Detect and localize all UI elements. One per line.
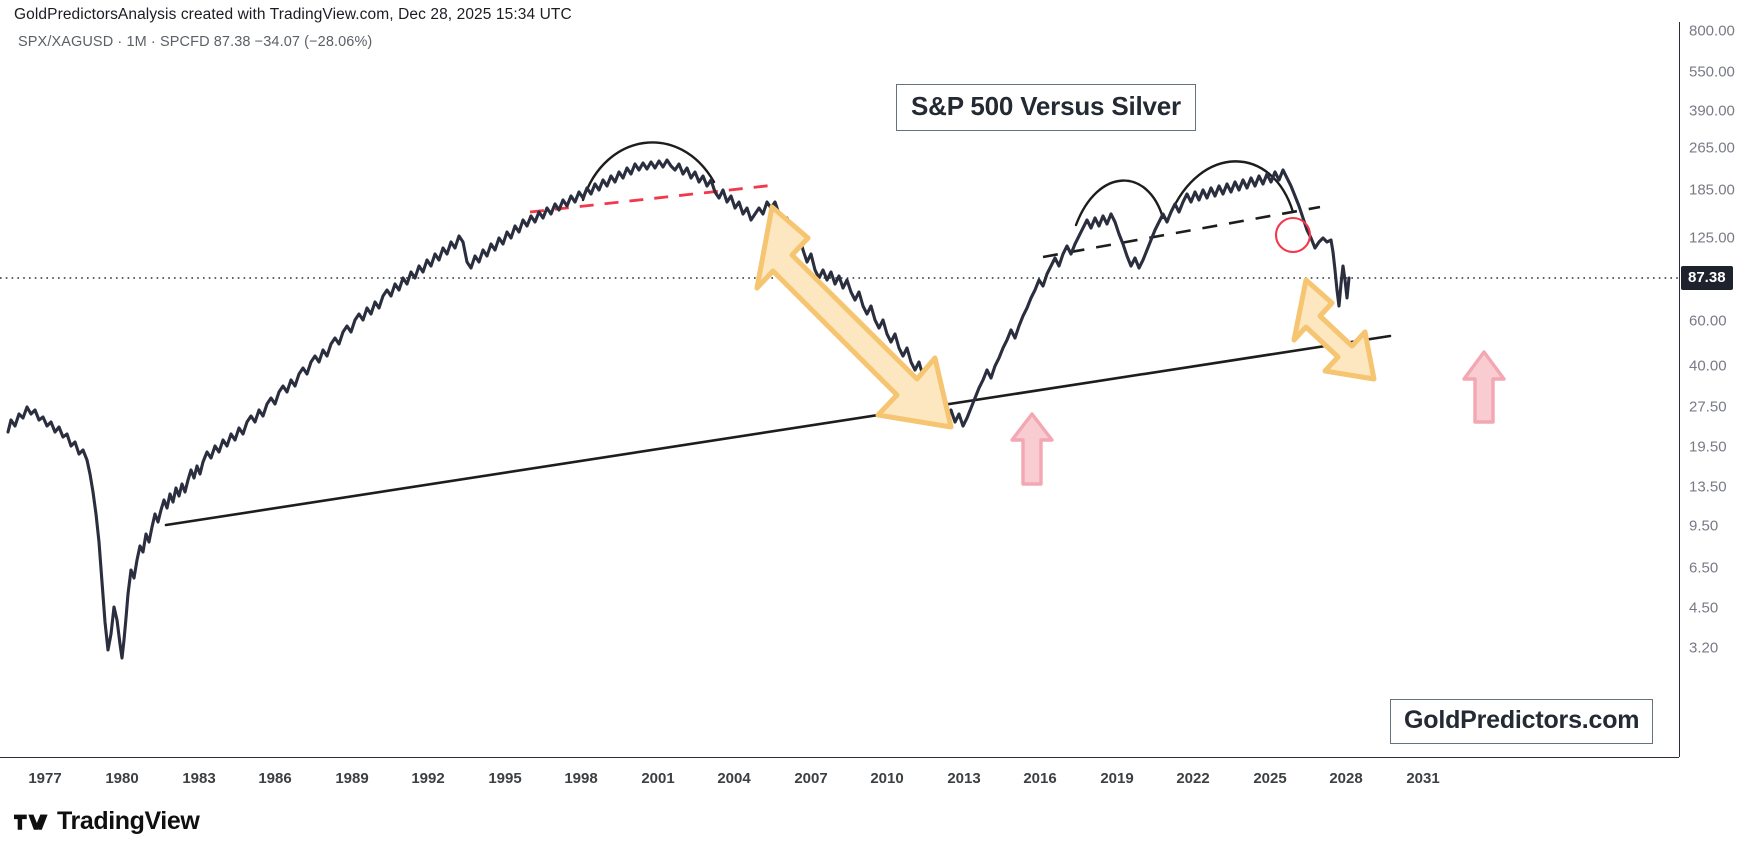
time-tick: 1986 [258, 770, 292, 787]
time-tick: 1998 [564, 770, 598, 787]
price-tick: 4.50 [1689, 599, 1719, 617]
price-tick: 390.00 [1689, 102, 1735, 120]
time-tick: 2022 [1176, 770, 1210, 787]
price-tick: 27.50 [1689, 398, 1727, 416]
time-tick: 2004 [717, 770, 751, 787]
time-tick: 1992 [411, 770, 445, 787]
price-tick: 265.00 [1689, 139, 1735, 157]
price-tick: 60.00 [1689, 312, 1727, 330]
price-tick: 9.50 [1689, 517, 1719, 535]
primary-uptrend-line[interactable] [164, 334, 1392, 527]
price-line [6, 158, 1351, 660]
price-tick: 40.00 [1689, 357, 1727, 375]
price-axis[interactable]: 800.00 550.00 390.00 265.00 185.00 125.0… [1679, 22, 1763, 757]
head-arc-2022 [1168, 160, 1295, 217]
time-tick: 2016 [1023, 770, 1057, 787]
time-tick: 1977 [28, 770, 62, 787]
chart-legend: SPX/XAGUSD · 1M · SPCFD 87.38 −34.07 (−2… [18, 34, 373, 50]
price-tick: 19.50 [1689, 438, 1727, 456]
decline-arrow-2025 [1291, 277, 1377, 382]
chart-svg [0, 141, 1679, 660]
price-tick: 550.00 [1689, 63, 1735, 81]
price-tick: 13.50 [1689, 478, 1727, 496]
time-tick: 2028 [1329, 770, 1363, 787]
time-tick: 2025 [1253, 770, 1287, 787]
head-and-shoulders-arc-2000 [581, 141, 716, 202]
price-tick: 800.00 [1689, 22, 1735, 40]
tradingview-logo-text: TradingView [57, 807, 200, 835]
time-tick: 1980 [105, 770, 139, 787]
current-price-tag: 87.38 [1681, 266, 1733, 290]
price-tick: 3.20 [1689, 639, 1719, 657]
price-tick: 125.00 [1689, 229, 1735, 247]
time-tick: 2007 [794, 770, 828, 787]
attribution-text: GoldPredictorsAnalysis created with Trad… [14, 6, 572, 23]
time-tick: 1989 [335, 770, 369, 787]
chart-title-box[interactable]: S&P 500 Versus Silver [896, 84, 1196, 131]
price-tick: 185.00 [1689, 181, 1735, 199]
black-dashed-neckline[interactable] [1042, 205, 1321, 259]
time-tick: 2019 [1100, 770, 1134, 787]
tradingview-footer-logo[interactable]: TradingView [14, 807, 200, 836]
tradingview-logo-icon [14, 814, 48, 830]
time-axis[interactable]: 1977 1980 1983 1986 1989 1992 1995 1998 … [0, 757, 1679, 800]
chart-plot-area[interactable] [0, 22, 1679, 757]
time-tick: 1983 [182, 770, 216, 787]
left-shoulder-arc-2019 [1074, 179, 1165, 227]
support-arrow-2011 [1010, 412, 1054, 486]
time-tick: 1995 [488, 770, 522, 787]
breakdown-circle-icon [1274, 216, 1312, 254]
support-arrow-future [1462, 350, 1506, 424]
time-tick: 2010 [870, 770, 904, 787]
red-dashed-neckline[interactable] [529, 183, 776, 214]
time-tick: 2001 [641, 770, 675, 787]
brand-watermark-box[interactable]: GoldPredictors.com [1390, 699, 1654, 744]
time-tick: 2031 [1406, 770, 1440, 787]
time-tick: 2013 [947, 770, 981, 787]
price-tick: 6.50 [1689, 559, 1719, 577]
decline-arrow-2000s [754, 204, 954, 430]
